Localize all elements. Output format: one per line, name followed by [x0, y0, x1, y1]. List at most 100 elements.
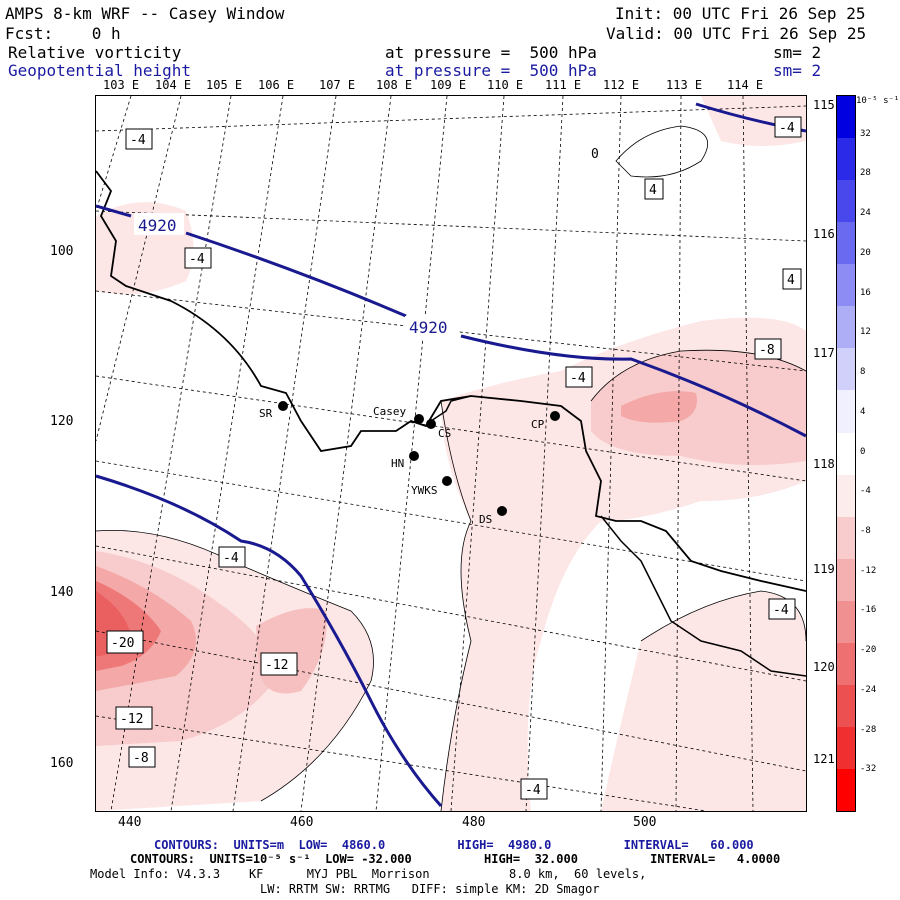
vort-label-neg4-a: -4 — [130, 133, 146, 148]
lon-label-106: 106 E — [258, 78, 295, 92]
colorbar-swatch-7 — [837, 390, 855, 433]
lon-label-105: 105 E — [206, 78, 243, 92]
shade-east-core — [621, 391, 697, 423]
lon-label-103: 103 E — [103, 78, 140, 92]
colorbar-swatch-5 — [837, 306, 855, 349]
colorbar-label-2: 24 — [860, 208, 871, 219]
colorbar-swatch-9 — [837, 474, 855, 517]
colorbar-swatch-4 — [837, 264, 855, 307]
footer-model-info: Model Info: V4.3.3 KF MYJ PBL Morrison 8… — [90, 867, 647, 881]
station-label-casey: Casey — [373, 405, 406, 418]
vort-label-neg4-c: -4 — [779, 121, 795, 136]
station-label-ywks: YWKS — [411, 484, 438, 497]
x-tick-480: 480 — [462, 815, 486, 830]
colorbar-unit: 10⁻⁵ s⁻¹ — [856, 96, 900, 106]
vort-label-neg12-b: -12 — [120, 712, 143, 727]
station-label-cp: CP — [531, 418, 545, 431]
field2-smoothing: sm= 2 — [773, 61, 822, 80]
colorbar-swatch-3 — [837, 222, 855, 265]
y-tick-140: 140 — [50, 585, 74, 600]
vorticity-shading — [96, 96, 806, 811]
station-label-sr: SR — [259, 407, 273, 420]
station-marker-casey — [414, 414, 424, 424]
lon-label-113: 113 E — [666, 78, 703, 92]
station-marker-hn — [409, 451, 419, 461]
colorbar-label-4: 16 — [860, 287, 871, 298]
map-title: AMPS 8-km WRF -- Casey Window — [5, 4, 285, 23]
colorbar — [836, 95, 856, 812]
stations — [278, 401, 560, 516]
field1-smoothing: sm= 2 — [773, 43, 822, 62]
colorbar-swatch-14 — [837, 684, 855, 727]
colorbar-label-13: -20 — [860, 645, 877, 656]
lon-label-107: 107 E — [319, 78, 356, 92]
y-tick-100: 100 — [50, 244, 74, 259]
colorbar-label-15: -28 — [860, 724, 877, 735]
vort-label-neg4-d: -4 — [570, 371, 586, 386]
height-label-4920-a: 4920 — [138, 216, 177, 235]
graticule — [96, 96, 806, 811]
colorbar-label-14: -24 — [860, 684, 877, 695]
colorbar-swatch-15 — [837, 726, 855, 769]
vort-label-neg4-g: -4 — [525, 783, 541, 798]
x-tick-440: 440 — [118, 815, 142, 830]
shade-se — [601, 591, 806, 811]
lon-label-110: 110 E — [487, 78, 524, 92]
ice-edge — [430, 395, 806, 677]
vort-label-neg4-b: -4 — [189, 252, 205, 267]
init-time: Init: 00 UTC Fri 26 Sep 25 — [615, 4, 866, 23]
colorbar-swatch-16 — [837, 769, 855, 811]
footer-physics: LW: RRTM SW: RRTMG DIFF: simple KM: 2D S… — [260, 882, 600, 896]
shade-east — [591, 350, 806, 465]
vort-label-4-a: 4 — [649, 183, 657, 198]
vort-label-neg8-a: -8 — [759, 343, 775, 358]
vort-label-neg20: -20 — [111, 636, 134, 651]
station-label-cs: CS — [438, 427, 451, 440]
colorbar-label-0: 32 — [860, 128, 871, 139]
x-tick-500: 500 — [633, 815, 657, 830]
colorbar-label-7: 4 — [860, 406, 866, 417]
colorbar-label-6: 8 — [860, 367, 866, 378]
colorbar-swatch-6 — [837, 348, 855, 391]
colorbar-label-11: -12 — [860, 565, 877, 576]
vort-label-0: 0 — [591, 147, 599, 162]
vort-label-4-b: 4 — [787, 273, 795, 288]
colorbar-label-8: 0 — [860, 446, 866, 457]
lon-label-112: 112 E — [603, 78, 640, 92]
station-marker-sr — [278, 401, 288, 411]
colorbar-label-10: -8 — [860, 525, 871, 536]
colorbar-swatch-10 — [837, 516, 855, 559]
vort-label-neg4-f: -4 — [773, 603, 789, 618]
vort-label-neg12-a: -12 — [265, 658, 288, 673]
footer-contours-height: CONTOURS: UNITS=m LOW= 4860.0 HIGH= 4980… — [154, 838, 754, 852]
colorbar-swatches — [837, 96, 855, 811]
x-tick-460: 460 — [290, 815, 314, 830]
colorbar-swatch-11 — [837, 558, 855, 601]
y-tick-160: 160 — [50, 756, 74, 771]
station-marker-ywks — [442, 476, 452, 486]
height-label-4920-b: 4920 — [409, 318, 448, 337]
map-panel: SR Casey CS HN YWKS CP DS 4920 4920 -4 -… — [95, 95, 807, 812]
forecast-hour: Fcst: 0 h — [5, 24, 121, 43]
station-marker-ds — [497, 506, 507, 516]
colorbar-swatch-12 — [837, 600, 855, 643]
colorbar-label-1: 28 — [860, 168, 871, 179]
colorbar-swatch-8 — [837, 432, 855, 475]
vorticity-contours — [96, 125, 806, 811]
field1-name: Relative vorticity — [8, 43, 182, 62]
field2-name: Geopotential height — [8, 61, 192, 80]
station-label-ds: DS — [479, 513, 492, 526]
lon-label-114: 114 E — [727, 78, 764, 92]
colorbar-label-3: 20 — [860, 247, 871, 258]
station-marker-cs — [426, 419, 436, 429]
field1-level: at pressure = 500 hPa — [385, 43, 597, 62]
footer-contours-vorticity: CONTOURS: UNITS=10⁻⁵ s⁻¹ LOW= -32.000 HI… — [130, 852, 781, 866]
vort-label-neg8-b: -8 — [133, 751, 149, 766]
colorbar-label-16: -32 — [860, 764, 877, 775]
valid-time: Valid: 00 UTC Fri 26 Sep 25 — [606, 24, 867, 43]
colorbar-swatch-0 — [837, 96, 855, 139]
colorbar-label-12: -16 — [860, 605, 877, 616]
station-label-hn: HN — [391, 457, 404, 470]
lon-label-104: 104 E — [155, 78, 192, 92]
y-tick-120: 120 — [50, 414, 74, 429]
